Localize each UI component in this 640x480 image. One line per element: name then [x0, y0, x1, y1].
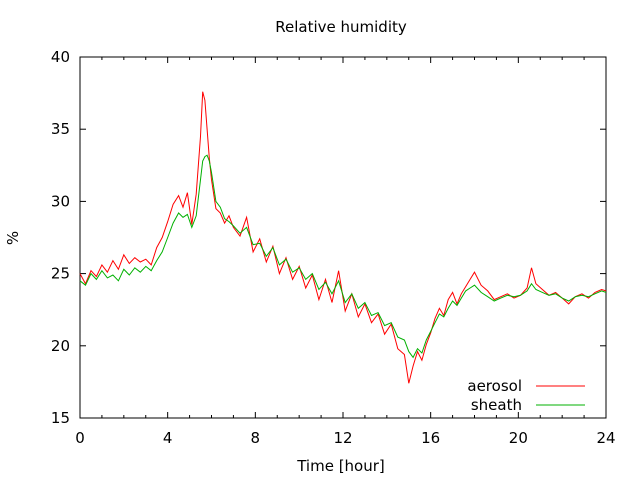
x-tick-label: 16: [421, 429, 440, 447]
y-tick-label: 40: [51, 48, 70, 66]
x-tick-label: 4: [163, 429, 173, 447]
x-tick-label: 0: [75, 429, 85, 447]
x-tick-label: 24: [596, 429, 615, 447]
x-axis-label: Time [hour]: [296, 457, 385, 475]
x-tick-label: 8: [251, 429, 261, 447]
y-axis-label: %: [4, 231, 22, 245]
series-line-sheath: [79, 154, 607, 359]
x-tick-label: 20: [509, 429, 528, 447]
y-tick-label: 35: [51, 120, 70, 138]
plot-frame: [79, 56, 607, 419]
axis-ticks: 0 4 8 12 16 20 24 15 20 25 30 35 40: [51, 48, 616, 447]
y-tick-label: 25: [51, 265, 70, 283]
legend-label-aerosol: aerosol: [467, 377, 522, 395]
x-tick-label: 12: [333, 429, 352, 447]
y-tick-label: 15: [51, 409, 70, 427]
chart-title: Relative humidity: [275, 18, 407, 36]
series-line-aerosol: [79, 91, 607, 384]
legend-label-sheath: sheath: [471, 396, 522, 414]
series-layer: [79, 91, 607, 384]
y-tick-label: 20: [51, 337, 70, 355]
y-tick-label: 30: [51, 192, 70, 210]
